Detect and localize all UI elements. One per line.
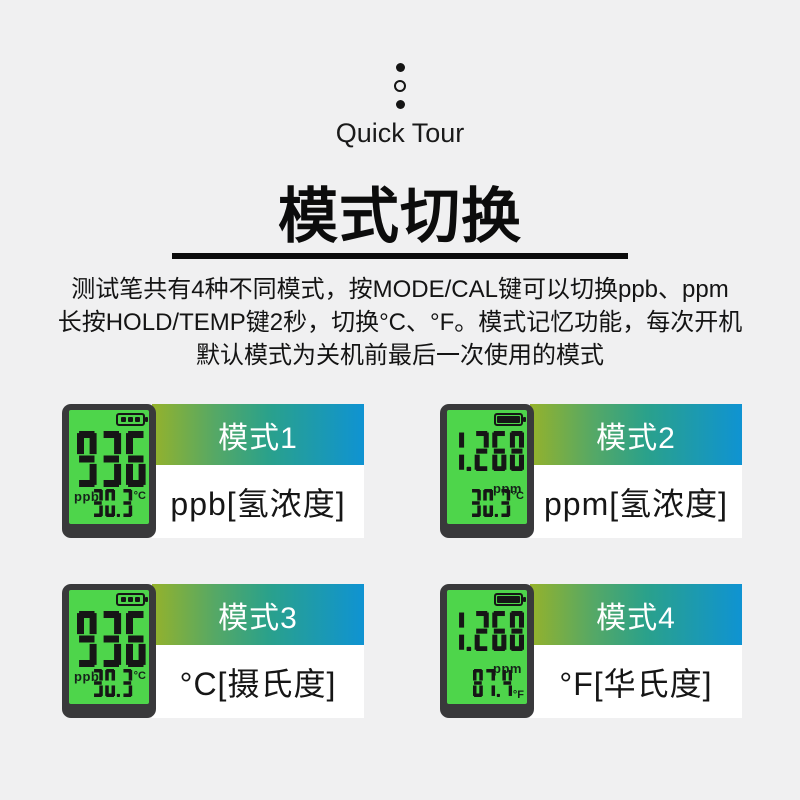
mode-description: 测试笔共有4种不同模式，按MODE/CAL键可以切换ppb、ppm 长按HOLD… (0, 273, 800, 372)
lcd-temp-unit: °C (511, 490, 524, 502)
description-line: 测试笔共有4种不同模式，按MODE/CAL键可以切换ppb、ppm (71, 276, 729, 303)
mode-card: 模式2 ppm[氢浓度] ppm °C (440, 404, 742, 538)
battery-bar (121, 597, 126, 602)
lcd-screen: ppm °C (447, 410, 527, 524)
lcd-unit-label: ppb (74, 489, 100, 504)
battery-icon (116, 593, 148, 606)
battery-bar (135, 597, 140, 602)
lcd-unit-label: ppm (493, 661, 522, 676)
description-line: 长按HOLD/TEMP键2秒，切换°C、°F。模式记忆功能，每次开机 (57, 309, 743, 336)
lcd-temp-row: °F (472, 669, 524, 702)
decorative-dots (0, 63, 800, 109)
battery-icon (116, 413, 148, 426)
mode-card: 模式1 ppb[氢浓度] ppb °C (62, 404, 364, 538)
lcd-temp-reading (472, 669, 512, 702)
lcd-temp-reading (93, 489, 133, 522)
mode-label: ppm[氢浓度] (543, 485, 729, 522)
lcd-temp-unit: °F (512, 689, 524, 701)
lcd-temp-reading (93, 669, 133, 702)
lcd-screen: ppm °F (447, 590, 527, 704)
tester-device: ppm °C (440, 404, 534, 538)
lcd-temp-unit: °C (133, 490, 146, 502)
battery-nub (145, 597, 148, 602)
mode-banner: 模式3 (152, 584, 364, 645)
battery-nub (523, 597, 526, 602)
battery-bar (135, 417, 140, 422)
mode-banner: 模式1 (152, 404, 364, 465)
battery-icon (494, 413, 526, 426)
lcd-temp-unit: °C (133, 670, 146, 682)
mode-banner-label: 模式1 (218, 421, 298, 455)
quick-tour-label: Quick Tour (335, 118, 465, 148)
lcd-screen: ppb °C (69, 410, 149, 524)
mode-label: ppb[氢浓度] (170, 485, 346, 522)
tester-device: ppb °C (62, 584, 156, 718)
dot-filled-bottom (395, 100, 405, 109)
battery-bar (128, 417, 133, 422)
mode-label-strip: ppm[氢浓度] (530, 465, 742, 538)
battery-icon (494, 593, 526, 606)
page-title: 模式切换 (278, 183, 522, 250)
lcd-main-reading (72, 431, 146, 487)
lcd-unit-label: ppm (493, 481, 522, 496)
title-underline (172, 253, 628, 259)
description-line: 默认模式为关机前最后一次使用的模式 (196, 342, 604, 369)
mode-banner-label: 模式3 (218, 601, 298, 635)
mode-banner-label: 模式4 (596, 601, 676, 635)
lcd-temp-row: °C (471, 489, 524, 522)
lcd-screen: ppb °C (69, 590, 149, 704)
lcd-temp-row: °C (93, 489, 146, 522)
dot-hollow-middle (394, 80, 406, 92)
mode-label-strip: °F[华氏度] (530, 645, 742, 718)
lcd-main-reading (72, 611, 146, 667)
mode-card: 模式3 °C[摄氏度] ppb °C (62, 584, 364, 718)
mode-label: °C[摄氏度] (179, 665, 337, 702)
lcd-unit-label: ppb (74, 669, 100, 684)
mode-banner: 模式4 (530, 584, 742, 645)
tester-device: ppb °C (62, 404, 156, 538)
lcd-temp-reading (471, 489, 511, 522)
battery-bar (121, 417, 126, 422)
mode-label-strip: ppb[氢浓度] (152, 465, 364, 538)
mode-label: °F[华氏度] (559, 665, 713, 702)
mode-banner: 模式2 (530, 404, 742, 465)
battery-nub (523, 417, 526, 422)
battery-bar (128, 597, 133, 602)
mode-banner-label: 模式2 (596, 421, 676, 455)
mode-label-strip: °C[摄氏度] (152, 645, 364, 718)
lcd-main-reading (450, 611, 524, 667)
dot-filled-top (395, 63, 405, 72)
battery-nub (145, 417, 148, 422)
lcd-main-reading (450, 431, 524, 487)
lcd-temp-row: °C (93, 669, 146, 702)
tester-device: ppm °F (440, 584, 534, 718)
mode-card: 模式4 °F[华氏度] ppm °F (440, 584, 742, 718)
